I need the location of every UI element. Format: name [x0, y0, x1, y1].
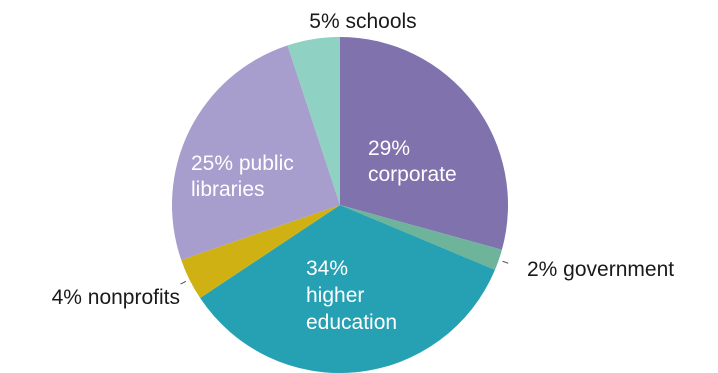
slice-label-nonprofits: 4% nonprofits	[52, 286, 180, 309]
pie-slice-nonprofits	[181, 205, 340, 299]
leader-line-nonprofits	[180, 280, 187, 285]
slice-label-government: 2% government	[527, 258, 674, 281]
pie-slice-government	[340, 205, 502, 270]
pie-slice-schools	[287, 37, 340, 205]
slice-label-corporate: 29% corporate	[368, 137, 457, 186]
pie-slice-higher-education	[200, 205, 495, 373]
slice-label-line: libraries	[191, 178, 265, 201]
pie-slice-public-libraries	[172, 45, 340, 260]
slice-label-public-libraries: 25% public libraries	[191, 152, 294, 201]
slice-label-line: education	[306, 311, 397, 334]
slice-label-line: 4% nonprofits	[52, 286, 180, 309]
slice-label-line: 2% government	[527, 258, 674, 281]
slice-label-line: 29%	[368, 137, 410, 160]
pie-slice-corporate	[340, 37, 509, 250]
slice-label-line: corporate	[368, 163, 457, 186]
slice-label-schools: 5% schools	[309, 10, 416, 33]
slice-label-higher-education: 34% higher education	[306, 257, 397, 334]
leader-line-government	[502, 260, 509, 264]
slice-label-line: higher	[306, 284, 364, 307]
slice-label-line: 5% schools	[309, 10, 416, 33]
slice-label-line: 25% public	[191, 152, 294, 175]
slice-label-line: 34%	[306, 257, 348, 280]
